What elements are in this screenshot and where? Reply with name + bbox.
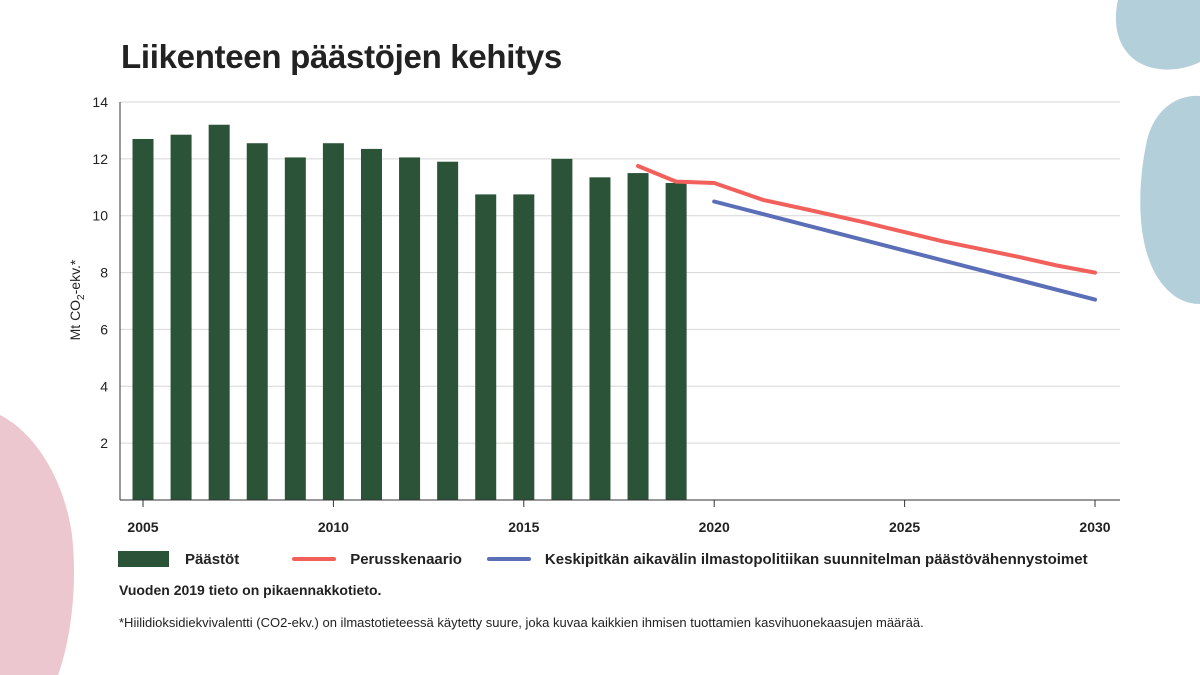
line-toimet <box>712 199 1097 302</box>
bar-2008 <box>246 143 268 500</box>
y-tick-label-2: 2 <box>100 435 108 451</box>
bar-2018 <box>627 173 649 501</box>
bar-2017 <box>589 177 611 501</box>
bar-2010 <box>322 143 344 500</box>
legend-label-perusskenaario: Perusskenaario <box>350 550 462 568</box>
x-tick-label-2010: 2010 <box>318 519 349 535</box>
y-tick-label-8: 8 <box>100 265 108 281</box>
chart-title: Liikenteen päästöjen kehitys <box>121 38 562 75</box>
bar-2015 <box>513 194 535 500</box>
legend: Päästöt Perusskenaario Keskipitkän aikav… <box>118 548 1088 570</box>
legend-item-perusskenaario: Perusskenaario <box>292 551 462 568</box>
decorative-blob-top-right <box>1115 0 1200 70</box>
legend-label-paastot: Päästöt <box>185 550 240 568</box>
bar-2006 <box>170 134 192 500</box>
legend-item-paastot: Päästöt <box>118 551 239 568</box>
decorative-blob-right <box>1140 95 1200 304</box>
chart: 2 4 6 8 10 12 14 2005 2010 2015 2020 2025 2030 Mt CO… <box>67 94 1120 535</box>
bar-2007 <box>208 124 230 500</box>
legend-label-toimet: Keskipitkän aikavälin ilmastopolitiikan … <box>544 550 1088 568</box>
gridlines <box>120 101 1120 444</box>
y-tick-label-4: 4 <box>100 378 108 394</box>
legend-swatch-bar <box>118 551 169 567</box>
bar-2005 <box>132 138 154 500</box>
decorative-blob-bottom-left <box>0 415 75 675</box>
footnote: *Hiilidioksidiekvivalentti (CO2-ekv.) on… <box>119 615 924 630</box>
preliminary-data-note: Vuoden 2019 tieto on pikaennakkotieto. <box>119 582 382 598</box>
line-perusskenaario <box>636 164 1097 275</box>
bar-2014 <box>475 194 497 500</box>
y-tick-label-6: 6 <box>100 321 108 337</box>
y-axis-label: Mt CO2-ekv.* <box>67 259 87 340</box>
x-tick-label-2030: 2030 <box>1079 519 1110 535</box>
bar-2019 <box>665 183 687 500</box>
lines <box>636 164 1097 302</box>
y-tick-label-10: 10 <box>92 208 108 224</box>
legend-item-toimet: Keskipitkän aikavälin ilmastopolitiikan … <box>486 550 1088 568</box>
x-tick-label-2005: 2005 <box>127 519 158 535</box>
x-tick-label-2020: 2020 <box>699 519 730 535</box>
bar-2011 <box>360 148 382 500</box>
legend-swatch-red-line <box>292 557 337 561</box>
legend-swatch-blue-line <box>486 557 531 561</box>
y-tick-label-14: 14 <box>92 94 108 110</box>
bar-2012 <box>399 157 421 500</box>
x-tick-label-2025: 2025 <box>889 519 920 535</box>
svg-text:Mt CO2-ekv.*: Mt CO2-ekv.* <box>67 259 87 340</box>
bar-2016 <box>551 158 573 500</box>
bar-2009 <box>284 157 306 500</box>
y-tick-label-12: 12 <box>92 151 108 167</box>
x-tick-label-2015: 2015 <box>508 519 539 535</box>
bar-2013 <box>437 161 459 500</box>
axes: 2 4 6 8 10 12 14 2005 2010 2015 2020 2025 2030 <box>92 94 1120 535</box>
bars <box>132 124 687 501</box>
